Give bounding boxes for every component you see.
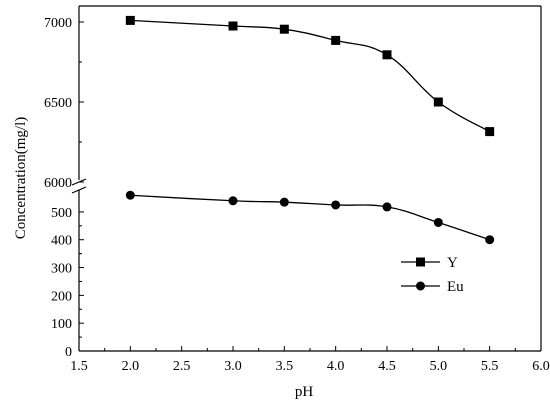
series-line-y <box>130 19 490 133</box>
data-point-y <box>228 21 238 31</box>
y-tick-label: 400 <box>51 234 72 249</box>
data-point-eu <box>382 202 392 212</box>
y-tick-label: 6500 <box>44 96 72 111</box>
x-tick-label: 2.5 <box>173 359 191 374</box>
legend-marker-y <box>416 257 425 267</box>
x-tick-label: 4.0 <box>327 359 345 374</box>
data-point-y <box>485 127 495 137</box>
x-tick-label: 4.5 <box>378 359 396 374</box>
x-tick-label: 2.0 <box>122 359 140 374</box>
legend-label-y: Y <box>447 255 458 271</box>
data-point-y <box>382 50 392 60</box>
data-point-eu <box>485 235 495 245</box>
axis-break-mark <box>71 186 87 194</box>
data-point-eu <box>331 200 341 210</box>
y-tick-label: 200 <box>51 289 72 304</box>
y-tick-label: 100 <box>51 317 72 332</box>
data-point-eu <box>279 197 289 207</box>
y-tick-label: 500 <box>51 206 72 221</box>
y-tick-label: 300 <box>51 262 72 277</box>
x-tick-label: 5.0 <box>430 359 448 374</box>
data-point-y <box>279 24 289 34</box>
legend-label-eu: Eu <box>447 279 464 295</box>
x-axis-title: pH <box>295 384 314 400</box>
series-lines <box>125 15 495 245</box>
legend: Y Eu <box>401 255 464 295</box>
y-axis-title: Concentration(mg/l) <box>13 117 29 239</box>
data-point-y <box>125 15 135 25</box>
y-tick-label: 6000 <box>44 176 72 191</box>
series-line-eu <box>130 194 490 241</box>
y-tick-label: 0 <box>65 345 72 360</box>
data-point-y <box>433 97 443 107</box>
x-tick-label: 1.5 <box>70 359 88 374</box>
data-point-eu <box>228 196 238 206</box>
x-tick-label: 3.5 <box>276 359 294 374</box>
legend-marker-eu <box>416 281 425 291</box>
y-tick-label: 7000 <box>44 16 72 31</box>
x-tick-label: 6.0 <box>532 359 550 374</box>
data-point-y <box>331 35 341 45</box>
x-tick-label: 3.0 <box>224 359 242 374</box>
axis-ticks: 1.5 2.0 2.5 3.0 3.5 4.0 4.5 5.0 5.5 6.0 0 100 200 300… <box>44 16 550 374</box>
x-tick-label: 5.5 <box>481 359 499 374</box>
data-point-eu <box>125 190 135 200</box>
data-point-eu <box>433 217 443 227</box>
plot-frame <box>71 5 542 352</box>
